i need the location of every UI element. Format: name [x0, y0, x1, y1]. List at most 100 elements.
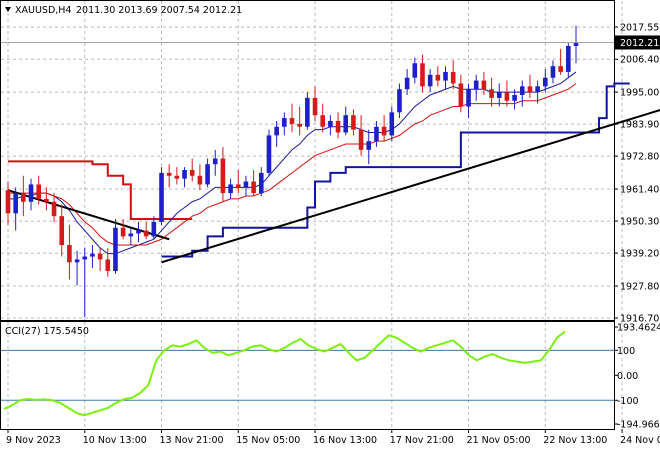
price-tick-label: 1939.20 — [620, 249, 659, 260]
candle-body — [542, 77, 548, 87]
candle — [97, 247, 103, 271]
candle — [566, 43, 571, 78]
candle-body — [21, 193, 26, 202]
moving-average-line — [8, 71, 577, 255]
candle — [320, 103, 326, 133]
candle-body — [412, 63, 418, 78]
candle — [5, 181, 11, 225]
candle — [473, 74, 479, 101]
candle — [504, 80, 510, 107]
candle — [289, 103, 295, 133]
candle — [13, 187, 18, 231]
candle-body — [197, 175, 203, 185]
candle — [412, 57, 418, 84]
candle — [404, 69, 410, 96]
candle-body — [97, 253, 103, 260]
current-price-box — [614, 35, 660, 50]
indicator-overlays — [7, 71, 660, 264]
candle — [397, 83, 402, 119]
candle — [82, 247, 88, 318]
current-price-label: 2012.21 — [620, 38, 659, 49]
candle — [374, 120, 379, 147]
candle — [496, 83, 502, 107]
cci-tick-label: 193.4624 — [617, 323, 660, 334]
price-panel — [0, 0, 615, 321]
candle — [481, 71, 487, 96]
candle — [358, 115, 364, 156]
price-tick-label: 1983.90 — [620, 120, 659, 131]
candle — [297, 106, 302, 136]
cci-axis: 193.4624 100 0.00 -100 -194.966 — [614, 323, 660, 431]
candle-body — [519, 86, 525, 96]
price-axis: 2017.55 2006.40 1995.00 1983.90 1972.80 1961.… — [1, 23, 660, 325]
candle — [174, 167, 180, 185]
price-tick-label: 1916.70 — [620, 314, 659, 325]
moving-average-line — [8, 83, 577, 246]
candle-body — [282, 118, 287, 127]
candle — [51, 193, 57, 222]
price-tick-label: 1995.00 — [620, 88, 659, 99]
candle-body — [74, 259, 80, 263]
candle — [258, 167, 264, 196]
cci-tick-label: -194.966 — [617, 420, 660, 431]
cci-levels — [1, 349, 614, 401]
cci-line — [3, 330, 566, 417]
candle-body — [381, 126, 387, 136]
candle-body — [159, 172, 164, 222]
candle — [36, 175, 42, 205]
candle-body — [128, 233, 134, 237]
candle — [519, 80, 525, 107]
candle — [573, 25, 579, 64]
candle-body — [28, 184, 34, 202]
candle-body — [166, 172, 172, 176]
candle-body — [274, 126, 279, 136]
candle — [74, 250, 80, 286]
candle-body — [289, 118, 295, 124]
candle — [67, 224, 72, 280]
candle-body — [212, 158, 218, 165]
candle-body — [573, 43, 579, 46]
candle — [28, 178, 34, 211]
price-tick-label: 2006.40 — [620, 55, 659, 66]
candle-body — [504, 92, 510, 101]
price-tick-label: 1961.40 — [620, 185, 659, 196]
candle-body — [305, 97, 310, 127]
candle-body — [397, 89, 402, 113]
candle — [381, 115, 387, 142]
candle-body — [13, 193, 18, 214]
candle-body — [343, 115, 349, 133]
candle-body — [136, 230, 141, 234]
candle-body — [312, 97, 318, 116]
candle — [558, 48, 563, 75]
candle-body — [335, 120, 341, 133]
candle-body — [151, 221, 157, 237]
symbol-label: XAUUSD,H4 — [15, 5, 71, 16]
time-tick-label: 15 Nov 05:00 — [236, 435, 300, 446]
candle-body — [44, 198, 49, 202]
down-triangle-icon[interactable] — [5, 7, 11, 12]
candle — [128, 227, 134, 246]
candle-body — [427, 74, 433, 87]
candle — [389, 106, 395, 142]
time-tick-label: 10 Nov 13:00 — [83, 435, 147, 446]
candle-body — [235, 184, 241, 188]
candle — [136, 221, 141, 243]
candle — [120, 219, 126, 240]
candle-body — [90, 253, 95, 257]
candle-body — [550, 66, 556, 78]
time-tick-label: 16 Nov 13:00 — [313, 435, 377, 446]
candle — [351, 109, 356, 136]
channel-line — [8, 160, 193, 221]
candle — [420, 54, 425, 93]
candle-body — [389, 112, 395, 136]
candle-body — [450, 71, 456, 84]
grid — [1, 1, 623, 429]
cci-tick-label: 100 — [617, 346, 635, 357]
trend-line — [161, 109, 660, 264]
candle — [527, 74, 533, 98]
time-tick-label: 22 Nov 13:00 — [543, 435, 607, 446]
candle — [266, 129, 272, 176]
candle-body — [489, 89, 494, 98]
